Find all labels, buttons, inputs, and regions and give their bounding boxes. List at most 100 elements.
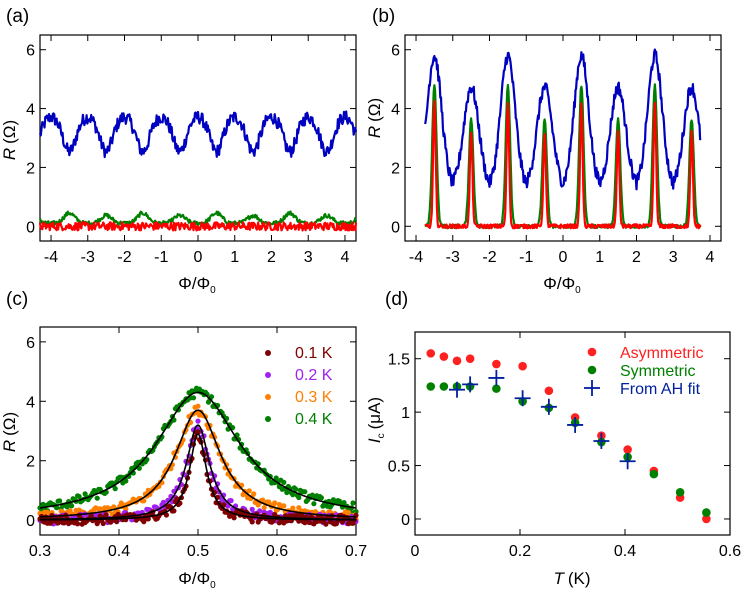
- panel-c: (c) 0.3 0.4 0.5 0.6 0.7 0 2 4 6 0.1 K 0.2 K 0.3 K 0…: [0, 289, 367, 591]
- panel-c-legend-label: 0.3 K: [295, 389, 333, 406]
- panel-b-xlabel: Φ/Φ0: [543, 274, 581, 296]
- panel-c-point-0.3K: [260, 497, 266, 503]
- panel-c-point-0.4K: [350, 500, 356, 506]
- panel-d-point-symmetric: [426, 382, 436, 391]
- panel-d-legend-marker: [587, 347, 597, 357]
- panel-d-point-from-ah-fit: [619, 453, 636, 470]
- panel-c-xtick-label: 0.7: [345, 543, 367, 560]
- panel-c-point-0.4K: [69, 503, 75, 509]
- panel-b-xtick-label: 3: [669, 249, 678, 266]
- panel-c-point-0.3K: [272, 500, 278, 506]
- panel-c-point-0.3K: [290, 505, 296, 511]
- panel-d-xlabel: T (K): [553, 569, 590, 588]
- panel-c-point-0.4K: [123, 478, 129, 484]
- panel-d-point-symmetric: [439, 382, 449, 391]
- panel-a-ytick-label: 2: [26, 160, 35, 177]
- panel-c-point-0.1K: [299, 513, 305, 519]
- panel-a-xtick-label: 0: [194, 249, 203, 266]
- panel-c-point-0.4K: [290, 492, 296, 498]
- panel-c-point-0.4K: [76, 493, 82, 500]
- panel-d-frame: [414, 331, 731, 536]
- panel-b-ytick-label: 2: [391, 160, 400, 177]
- panel-c-point-0.2K: [257, 508, 263, 514]
- panel-c-ytick-label: 0: [26, 513, 35, 530]
- panel-c-point-0.4K: [281, 479, 287, 485]
- panel-d-xtick-label: 0.2: [509, 543, 531, 560]
- panel-c-point-0.3K: [281, 503, 287, 509]
- panel-b-xtick-label: 1: [595, 249, 604, 266]
- panel-a-xtick-label: -1: [154, 249, 168, 266]
- panel-c-point-0.1K: [145, 516, 151, 522]
- panel-c-point-0.1K: [47, 520, 54, 526]
- panel-d-point-from-ah-fit: [593, 432, 610, 449]
- panel-c-ytick-label: 4: [26, 394, 35, 411]
- panel-c-point-0.4K: [57, 498, 63, 504]
- panel-c-point-0.3K: [195, 403, 201, 409]
- panel-d-legend-label: From AH fit: [620, 381, 701, 398]
- panel-c-point-0.4K: [208, 394, 215, 400]
- panel-c-point-0.2K: [249, 506, 255, 512]
- panel-a-label: (a): [6, 6, 29, 27]
- panel-a-xlabel: Φ/Φ0: [178, 274, 216, 296]
- panel-c-xtick-label: 0.5: [187, 543, 209, 560]
- panel-b-frame: [404, 34, 722, 242]
- panel-c-xtick-label: 0.4: [108, 543, 130, 560]
- panel-a-series-red: [38, 221, 358, 232]
- panel-c-fit-0.3K: [39, 409, 357, 518]
- panel-b-ylabel: R(Ω): [365, 98, 384, 138]
- panel-c-xtick-label: 0.6: [266, 543, 288, 560]
- panel-a-xtick-label: 1: [230, 249, 239, 266]
- panel-c-point-0.3K: [345, 509, 352, 516]
- panel-d-point-from-ah-fit: [449, 381, 465, 398]
- panel-c-point-0.1K: [61, 520, 67, 526]
- panel-d-point-asymmetric: [623, 445, 632, 454]
- panel-a-series-green: [38, 210, 357, 227]
- panel-b-ytick-label: 0: [391, 219, 400, 236]
- panel-d-point-asymmetric: [702, 514, 711, 524]
- panel-d-point-from-ah-fit: [462, 376, 479, 393]
- panel-c-point-0.4K: [64, 504, 70, 510]
- panel-c-xlabel: Φ/Φ0: [178, 569, 216, 591]
- panel-c-point-0.4K: [318, 495, 324, 501]
- panel-a-xtick-label: 2: [267, 249, 276, 266]
- panel-d-point-symmetric: [675, 487, 685, 497]
- panel-d-point-from-ah-fit: [488, 369, 505, 386]
- panel-d-xtick-label: 0: [411, 543, 420, 560]
- panel-c-point-0.1K: [231, 515, 237, 521]
- panel-c-point-0.1K: [114, 519, 120, 525]
- panel-d: (d) 0 0.2 0.4 0.6 0 0.5 1 1.5 AsymmetricSymmetr…: [365, 289, 741, 588]
- panel-c-label: (c): [6, 289, 28, 310]
- panel-d-point-symmetric: [492, 384, 501, 393]
- panel-c-legend-marker: [265, 416, 271, 422]
- panel-d-point-asymmetric: [465, 354, 475, 364]
- panel-d-legend-marker: [584, 380, 600, 396]
- panel-d-point-from-ah-fit: [567, 416, 584, 433]
- panel-b-xtick-label: 4: [706, 249, 715, 266]
- panel-c-point-0.3K: [246, 488, 252, 494]
- panel-c-point-0.1K: [174, 496, 180, 502]
- panel-b-ytick-label: 6: [391, 43, 400, 60]
- panel-c-point-0.2K: [160, 499, 166, 505]
- panel-c-ylabel: R(Ω): [0, 412, 19, 452]
- panel-a-ytick-label: 4: [26, 102, 35, 119]
- panel-d-point-asymmetric: [452, 356, 462, 366]
- panel-c-point-0.2K: [195, 418, 201, 424]
- panel-c-point-0.1K: [306, 519, 312, 526]
- panel-b: (b) -4 -3 -2 -1 0 1 2 3 4 0 2 4 6 R(Ω) Φ/Φ0: [365, 6, 722, 296]
- panel-c-point-0.1K: [163, 512, 169, 518]
- panel-c-xtick-label: 0.3: [29, 543, 51, 560]
- panel-b-label: (b): [372, 6, 395, 27]
- panel-c-legend-marker: [265, 372, 271, 378]
- panel-a-xtick-label: 3: [304, 249, 313, 266]
- panel-c-point-0.4K: [273, 475, 279, 481]
- panel-c-point-0.4K: [190, 395, 197, 401]
- panel-d-point-from-ah-fit: [540, 398, 557, 415]
- panel-c-ytick-label: 2: [26, 454, 35, 471]
- panel-b-series-red: [424, 99, 702, 230]
- panel-b-xtick-label: 0: [559, 249, 568, 266]
- panel-c-point-0.1K: [171, 508, 177, 514]
- panel-d-legend-marker: [587, 365, 597, 375]
- panel-c-point-0.1K: [75, 521, 81, 527]
- panel-a: (a) -4 -3 -2 -1 0 1 2 3 4 0 2 4 6 R(Ω) Φ/Φ0: [0, 6, 358, 296]
- panel-c-point-0.3K: [97, 506, 103, 512]
